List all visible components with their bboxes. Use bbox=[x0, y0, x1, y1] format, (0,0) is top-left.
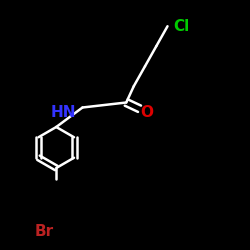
Text: Br: Br bbox=[34, 224, 53, 239]
Text: Cl: Cl bbox=[174, 19, 190, 34]
Text: O: O bbox=[140, 105, 153, 120]
Text: HN: HN bbox=[51, 105, 76, 120]
